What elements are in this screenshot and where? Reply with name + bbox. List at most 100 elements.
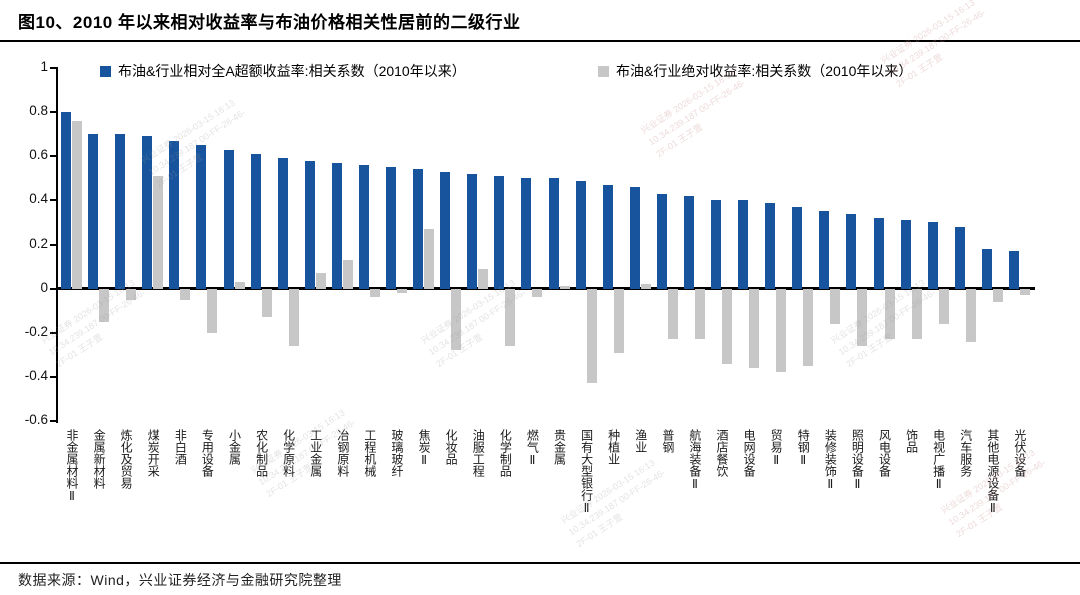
x-tick-label: 化学原料 [281, 429, 296, 477]
bar-absolute-return-corr [965, 288, 976, 342]
bar-relative-return-corr [954, 226, 965, 289]
x-tick-label: 汽车服务 [958, 429, 973, 477]
x-tick-label: 工业金属 [308, 429, 323, 477]
x-tick-label: 照明设备Ⅱ [850, 429, 865, 491]
bar-relative-return-corr [331, 162, 342, 289]
bar-relative-return-corr [196, 145, 207, 289]
x-tick-label: 冶钢原料 [335, 429, 350, 477]
bar-absolute-return-corr [938, 288, 949, 324]
legend-item-absolute: 布油&行业绝对收益率:相关系数（2010年以来） [598, 61, 912, 81]
bar-absolute-return-corr [126, 288, 137, 300]
y-axis-line [56, 67, 58, 423]
x-tick-label: 非白酒 [173, 429, 188, 465]
bar-relative-return-corr [223, 149, 234, 289]
bar-relative-return-corr [873, 218, 884, 289]
bar-relative-return-corr [738, 200, 749, 289]
bar-absolute-return-corr [261, 288, 272, 318]
bar-relative-return-corr [115, 134, 126, 289]
x-tick-label: 贵金属 [552, 429, 567, 465]
bar-relative-return-corr [521, 178, 532, 289]
legend-item-relative: 布油&行业相对全A超额收益率:相关系数（2010年以来） [100, 61, 466, 81]
bar-absolute-return-corr [911, 288, 922, 340]
bar-absolute-return-corr [776, 288, 787, 373]
bar-relative-return-corr [792, 206, 803, 289]
bar-absolute-return-corr [613, 288, 624, 353]
y-tick-label: -0.2 [24, 323, 48, 339]
bar-absolute-return-corr [667, 288, 678, 340]
x-tick-label: 化妆品 [444, 429, 459, 465]
bar-relative-return-corr [846, 213, 857, 289]
x-tick-label: 金属新材料 [92, 429, 107, 489]
bar-relative-return-corr [819, 211, 830, 289]
bar-absolute-return-corr [722, 288, 732, 364]
x-tick-label: 专用设备 [200, 429, 215, 477]
bar-relative-return-corr [467, 173, 478, 289]
y-tick-label: 0.8 [29, 103, 48, 119]
bar-relative-return-corr [304, 160, 315, 289]
x-tick-label: 电网设备 [742, 429, 757, 477]
bar-relative-return-corr [169, 140, 180, 289]
bar-relative-return-corr [440, 171, 451, 289]
bar-relative-return-corr [61, 112, 71, 289]
y-tick [50, 111, 57, 114]
x-tick-label: 酒店餐饮 [715, 429, 729, 477]
x-tick-label: 油服工程 [471, 429, 486, 477]
bar-absolute-return-corr [288, 288, 299, 346]
bar-absolute-return-corr [234, 282, 245, 289]
bar-absolute-return-corr [857, 288, 868, 346]
x-tick-label: 国有大型银行Ⅱ [579, 429, 594, 515]
footer-rule [0, 562, 1080, 564]
x-tick-label: 渔业 [633, 429, 648, 453]
bar-absolute-return-corr [559, 286, 570, 289]
bar-absolute-return-corr [397, 288, 407, 294]
bar-absolute-return-corr [694, 288, 705, 340]
title-underline [0, 40, 1080, 42]
x-tick-label: 光伏设备 [1012, 429, 1027, 477]
y-tick-label: 0.2 [29, 235, 48, 251]
y-tick [50, 67, 57, 69]
y-tick-label: 0.4 [29, 191, 48, 207]
x-tick-label: 贸易Ⅱ [769, 429, 784, 467]
bar-relative-return-corr [277, 158, 288, 289]
bar-relative-return-corr [927, 222, 938, 289]
x-tick-label: 风电设备 [877, 429, 892, 477]
bar-relative-return-corr [683, 195, 694, 289]
bar-absolute-return-corr [99, 288, 110, 322]
bar-relative-return-corr [1008, 251, 1019, 289]
bar-absolute-return-corr [451, 288, 462, 351]
bar-absolute-return-corr [72, 120, 82, 289]
legend-label-relative: 布油&行业相对全A超额收益率:相关系数（2010年以来） [118, 63, 466, 79]
bar-relative-return-corr [358, 165, 369, 289]
legend-swatch-relative-icon [100, 66, 111, 77]
y-tick [50, 375, 57, 378]
bar-absolute-return-corr [478, 268, 489, 289]
bar-absolute-return-corr [586, 288, 597, 384]
x-tick-label: 化学制品 [498, 429, 513, 477]
bar-relative-return-corr [548, 178, 559, 289]
bar-absolute-return-corr [505, 288, 516, 346]
bar-absolute-return-corr [884, 288, 895, 340]
source-note: 数据来源：Wind，兴业证券经济与金融研究院整理 [18, 572, 342, 588]
bar-relative-return-corr [88, 134, 99, 289]
x-tick-label: 小金属 [227, 429, 242, 465]
bar-relative-return-corr [981, 248, 992, 289]
y-tick-label: -0.4 [24, 367, 48, 383]
bar-relative-return-corr [413, 169, 424, 289]
x-tick-label: 电视广播Ⅱ [931, 429, 946, 491]
y-tick-label: 0 [40, 279, 48, 295]
x-tick-label: 玻璃玻纤 [390, 429, 404, 477]
y-tick [50, 331, 57, 334]
x-tick-label: 炼化及贸易 [119, 429, 134, 489]
bar-absolute-return-corr [342, 259, 353, 289]
bar-absolute-return-corr [803, 288, 814, 366]
bar-relative-return-corr [711, 200, 721, 289]
x-tick-label: 农化制品 [254, 429, 269, 477]
bar-absolute-return-corr [207, 288, 218, 333]
figure-title: 图10、2010 年以来相对收益率与布油价格相关性居前的二级行业 [18, 13, 521, 32]
x-tick-label: 其他电源设备Ⅱ [985, 429, 1000, 515]
x-tick-label: 焦炭Ⅱ [417, 429, 432, 467]
x-tick-label: 装修装饰Ⅱ [823, 429, 838, 491]
legend-label-absolute: 布油&行业绝对收益率:相关系数（2010年以来） [616, 63, 913, 79]
bar-relative-return-corr [629, 187, 640, 289]
y-tick [50, 199, 57, 202]
